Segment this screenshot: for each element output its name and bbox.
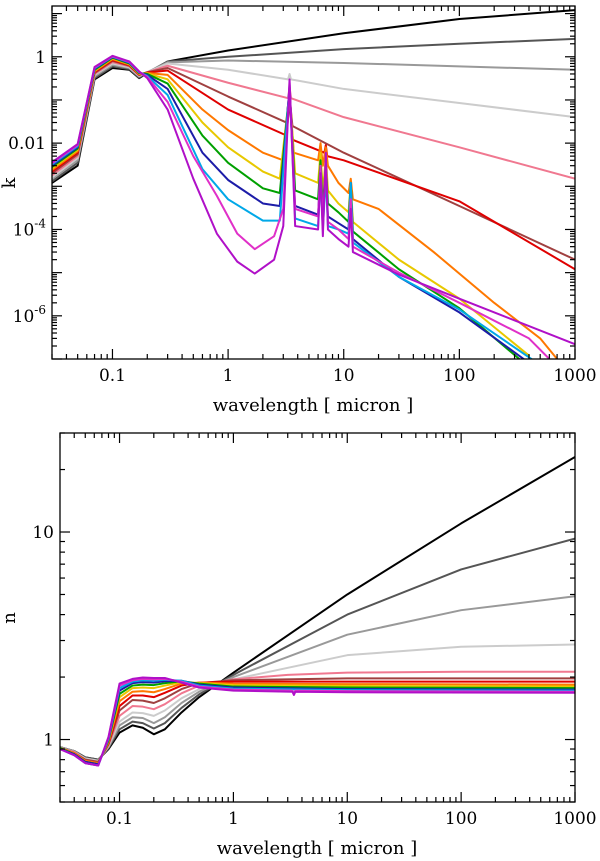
k-y-tick-label: 0.01 [8,134,46,154]
k-series-pink [52,61,575,180]
k-panel: 0.1 1 10 100 1000 1 0.01 10-4 10-6 wavelength [ … [0,5,597,416]
k-x-tick-label: 10 [333,366,355,386]
n-x-tick-label: 1 [228,809,239,829]
k-ticks: 0.1 1 10 100 1000 1 0.01 10-4 10-6 [8,6,597,386]
n-plot-frame [59,432,576,803]
k-y-tick-label: 10-6 [13,303,46,327]
k-y-axis-title: k [0,176,20,188]
k-series-dark-gray [52,37,575,183]
n-series-light-gray [60,643,575,762]
n-series-black [60,455,575,761]
k-x-tick-label: 1 [223,366,234,386]
n-series-purple [60,676,575,767]
k-series-gray [52,59,575,180]
n-x-axis-title: wavelength [ micron ] [217,838,417,859]
n-x-tick-label: 10 [336,809,358,829]
n-x-tick-label: 1000 [553,809,596,829]
n-series-group [60,455,575,767]
n-y-axis-title: n [0,612,20,624]
k-x-tick-label: 1000 [553,366,596,386]
k-series-red [52,59,575,271]
k-plot-frame [51,5,576,360]
n-panel: 0.1 1 10 100 1000 1 10 wavelength [ micron ] n [0,432,597,859]
k-x-tick-label: 100 [443,366,475,386]
n-x-tick-label: 100 [445,809,477,829]
n-series-navy [60,679,575,766]
k-series-group [52,9,575,359]
k-series-brown [52,59,575,261]
k-x-axis-title: wavelength [ micron ] [213,395,413,416]
k-series-green [52,56,521,359]
n-x-tick-label: 0.1 [106,809,133,829]
k-y-tick-label: 10-4 [13,216,47,240]
k-y-tick-label: 1 [35,48,46,68]
k-series-light-gray [52,62,575,179]
n-ticks: 0.1 1 10 100 1000 1 10 [32,432,597,829]
n-y-tick-label: 10 [32,523,54,543]
k-series-purple [52,54,575,346]
k-x-tick-label: 0.1 [99,366,126,386]
n-series-orange [60,681,575,765]
n-series-dark-gray [60,537,575,761]
n-y-tick-label: 1 [43,731,54,751]
